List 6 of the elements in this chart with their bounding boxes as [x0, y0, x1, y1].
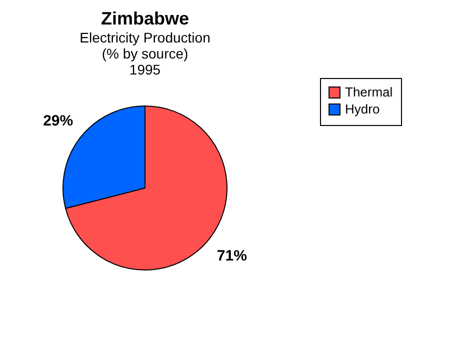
chart-title: Zimbabwe [100, 8, 190, 28]
legend-label: Thermal [345, 84, 393, 100]
data-label: 71% [216, 247, 247, 264]
data-label: 29% [43, 112, 74, 130]
legend-label: Hydro [345, 102, 380, 116]
chart-subtitle: Electricity Production (% by source) 1995 [80, 30, 210, 78]
